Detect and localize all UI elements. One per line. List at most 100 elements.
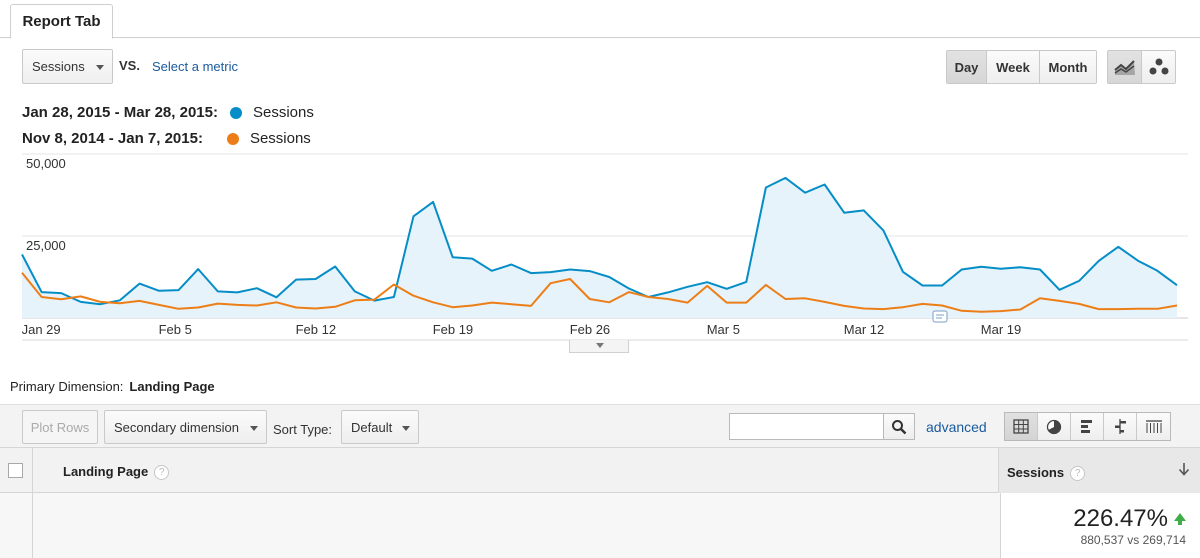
data-point-s1-15[interactable] <box>314 307 318 311</box>
data-point-s1-41[interactable] <box>823 300 827 304</box>
data-point-s0-22[interactable] <box>451 255 455 259</box>
data-point-s0-13[interactable] <box>275 295 279 299</box>
data-point-s1-23[interactable] <box>470 304 474 308</box>
annotation-icon[interactable] <box>932 310 948 323</box>
data-point-s0-7[interactable] <box>157 289 161 293</box>
help-icon[interactable]: ? <box>1070 466 1086 482</box>
data-point-s1-14[interactable] <box>294 306 298 310</box>
data-point-s0-35[interactable] <box>705 280 709 284</box>
data-point-s1-26[interactable] <box>529 304 533 308</box>
data-point-s1-28[interactable] <box>568 277 572 281</box>
data-point-s1-6[interactable] <box>138 299 142 303</box>
data-point-s1-52[interactable] <box>1038 296 1042 300</box>
data-point-s0-36[interactable] <box>725 287 729 291</box>
data-point-s0-52[interactable] <box>1038 268 1042 272</box>
data-point-s1-45[interactable] <box>901 305 905 309</box>
data-point-s1-47[interactable] <box>940 304 944 308</box>
data-point-s1-35[interactable] <box>705 284 709 288</box>
data-point-s0-40[interactable] <box>803 191 807 195</box>
data-point-s1-57[interactable] <box>1136 307 1140 311</box>
data-point-s1-38[interactable] <box>764 283 768 287</box>
month-button[interactable]: Month <box>1040 51 1096 83</box>
data-point-s1-0[interactable] <box>20 271 24 275</box>
data-point-s1-43[interactable] <box>862 307 866 311</box>
plot-rows-button[interactable]: Plot Rows <box>22 410 98 444</box>
tab-report[interactable]: Report Tab <box>10 4 113 39</box>
data-point-s0-59[interactable] <box>1175 283 1179 287</box>
pivot-view-button[interactable] <box>1137 413 1170 440</box>
data-point-s1-46[interactable] <box>921 302 925 306</box>
data-point-s1-2[interactable] <box>59 297 63 301</box>
data-point-s1-56[interactable] <box>1116 307 1120 311</box>
data-point-s0-8[interactable] <box>177 288 181 292</box>
data-point-s0-21[interactable] <box>431 200 435 204</box>
select-all-checkbox[interactable] <box>8 463 23 478</box>
data-point-s1-44[interactable] <box>881 307 885 311</box>
data-point-s0-30[interactable] <box>607 275 611 279</box>
data-point-s0-41[interactable] <box>823 183 827 187</box>
data-point-s0-20[interactable] <box>412 214 416 218</box>
data-point-s0-29[interactable] <box>588 269 592 273</box>
data-point-s0-47[interactable] <box>940 284 944 288</box>
data-point-s0-27[interactable] <box>549 270 553 274</box>
line-chart-button[interactable] <box>1108 51 1142 83</box>
data-point-s0-12[interactable] <box>255 286 259 290</box>
data-point-s0-58[interactable] <box>1155 269 1159 273</box>
data-point-s1-20[interactable] <box>412 294 416 298</box>
data-point-s0-28[interactable] <box>568 268 572 272</box>
data-point-s1-7[interactable] <box>157 303 161 307</box>
data-point-s1-34[interactable] <box>686 301 690 305</box>
data-point-s1-17[interactable] <box>353 298 357 302</box>
data-point-s1-33[interactable] <box>666 297 670 301</box>
data-point-s0-37[interactable] <box>744 280 748 284</box>
data-point-s0-17[interactable] <box>353 289 357 293</box>
data-point-s1-48[interactable] <box>960 309 964 313</box>
data-point-s1-36[interactable] <box>725 301 729 305</box>
data-point-s1-58[interactable] <box>1155 307 1159 311</box>
data-point-s1-16[interactable] <box>333 305 337 309</box>
data-point-s0-45[interactable] <box>901 270 905 274</box>
data-point-s0-3[interactable] <box>79 300 83 304</box>
data-point-s1-51[interactable] <box>1018 308 1022 312</box>
data-point-s0-10[interactable] <box>216 289 220 293</box>
data-point-s0-38[interactable] <box>764 186 768 190</box>
data-point-s1-59[interactable] <box>1175 304 1179 308</box>
data-point-s0-2[interactable] <box>59 291 63 295</box>
data-point-s0-15[interactable] <box>314 277 318 281</box>
data-point-s1-1[interactable] <box>40 295 44 299</box>
column-header-sessions[interactable]: Sessions? <box>998 448 1200 493</box>
data-point-s1-29[interactable] <box>588 297 592 301</box>
data-point-s0-16[interactable] <box>333 265 337 269</box>
sessions-chart[interactable]: 50,000 25,000 Jan 29 Feb 5 Feb 12 Feb 19 Feb … <box>0 150 1200 355</box>
data-point-s0-33[interactable] <box>666 290 670 294</box>
data-point-s0-1[interactable] <box>40 290 44 294</box>
secondary-dimension-dropdown[interactable]: Secondary dimension <box>104 410 267 444</box>
data-point-s1-37[interactable] <box>744 301 748 305</box>
performance-view-button[interactable] <box>1071 413 1104 440</box>
data-point-s0-6[interactable] <box>138 282 142 286</box>
help-icon[interactable]: ? <box>154 465 170 481</box>
data-point-s0-56[interactable] <box>1116 245 1120 249</box>
data-point-s0-31[interactable] <box>627 287 631 291</box>
data-point-s0-25[interactable] <box>509 263 513 267</box>
data-point-s1-27[interactable] <box>549 281 553 285</box>
data-point-s1-32[interactable] <box>646 295 650 299</box>
sort-descending-icon[interactable] <box>1178 462 1190 476</box>
data-point-s1-25[interactable] <box>509 302 513 306</box>
data-point-s1-11[interactable] <box>235 303 239 307</box>
data-point-s1-9[interactable] <box>196 306 200 310</box>
data-point-s0-51[interactable] <box>1018 265 1022 269</box>
data-point-s1-12[interactable] <box>255 304 259 308</box>
data-point-s0-48[interactable] <box>960 268 964 272</box>
data-point-s1-49[interactable] <box>979 310 983 314</box>
data-point-s0-14[interactable] <box>294 278 298 282</box>
day-button[interactable]: Day <box>947 51 987 83</box>
select-metric-link[interactable]: Select a metric <box>152 59 238 74</box>
motion-chart-button[interactable] <box>1142 51 1175 83</box>
data-point-s0-19[interactable] <box>392 295 396 299</box>
data-point-s0-43[interactable] <box>862 208 866 212</box>
data-point-s0-46[interactable] <box>921 284 925 288</box>
search-button[interactable] <box>883 413 915 440</box>
comparison-view-button[interactable] <box>1104 413 1137 440</box>
column-header-landing-page[interactable]: Landing Page? <box>63 464 170 481</box>
